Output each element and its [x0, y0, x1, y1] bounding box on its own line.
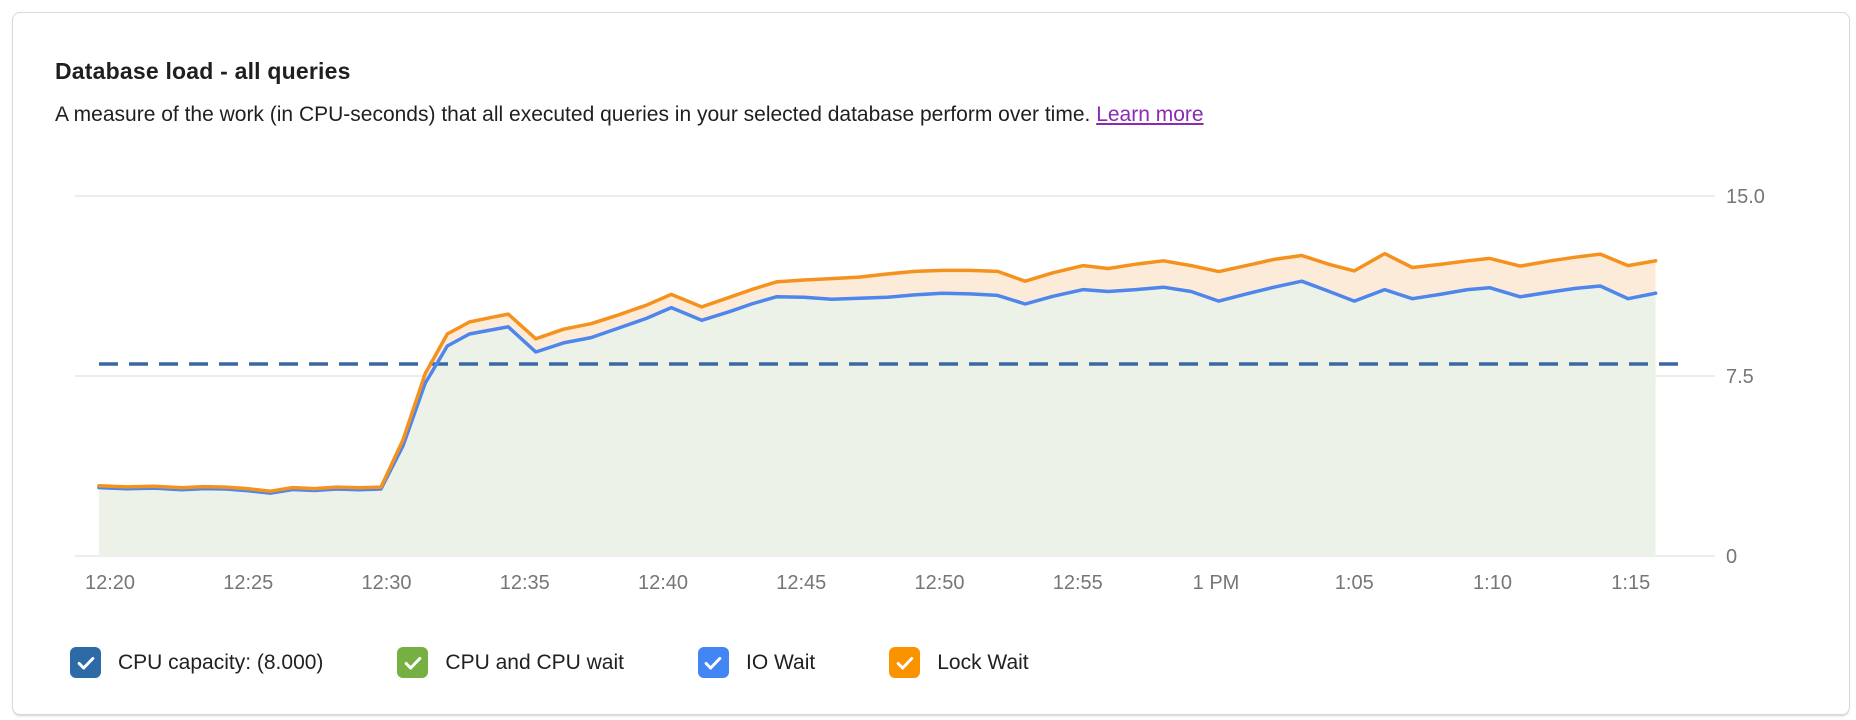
- svg-text:1 PM: 1 PM: [1193, 572, 1240, 594]
- svg-text:12:25: 12:25: [223, 572, 273, 594]
- database-load-chart[interactable]: 15.0 7.5 0 12:20 12:25 12:30 12:35 12:40 12:45 12…: [41, 151, 1841, 611]
- chart-description: A measure of the work (in CPU-seconds) t…: [55, 103, 1204, 127]
- legend-label: CPU and CPU wait: [445, 650, 624, 674]
- svg-text:12:30: 12:30: [361, 572, 411, 594]
- page-title: Database load - all queries: [55, 58, 351, 84]
- cpu-capacity-checkbox-icon[interactable]: [70, 647, 101, 678]
- svg-text:15.0: 15.0: [1726, 186, 1765, 208]
- svg-text:12:40: 12:40: [638, 572, 688, 594]
- svg-text:0: 0: [1726, 546, 1737, 568]
- legend-label: CPU capacity: (8.000): [118, 650, 324, 674]
- legend-item-cpu-and-cpu-wait[interactable]: CPU and CPU wait: [397, 647, 624, 678]
- legend-label: Lock Wait: [937, 650, 1029, 674]
- legend-label: IO Wait: [745, 650, 816, 674]
- svg-text:12:45: 12:45: [776, 572, 826, 594]
- database-load-card: Database load - all queries A measure of…: [12, 12, 1850, 715]
- chart-description-text: A measure of the work (in CPU-seconds) t…: [55, 103, 1091, 126]
- learn-more-link[interactable]: Learn more: [1096, 103, 1204, 126]
- legend-item-lock-wait[interactable]: Lock Wait: [889, 647, 1029, 678]
- svg-text:12:20: 12:20: [85, 572, 135, 594]
- svg-text:1:15: 1:15: [1611, 572, 1650, 594]
- svg-text:7.5: 7.5: [1726, 366, 1754, 388]
- cpu-wait-checkbox-icon[interactable]: [397, 647, 429, 678]
- legend-item-io-wait[interactable]: IO Wait: [697, 647, 816, 678]
- svg-text:12:55: 12:55: [1053, 572, 1103, 594]
- io-wait-checkbox-icon[interactable]: [697, 647, 729, 678]
- database-load-chart-svg[interactable]: 15.0 7.5 0 12:20 12:25 12:30 12:35 12:40 12:45 12…: [41, 151, 1853, 611]
- svg-text:1:10: 1:10: [1473, 572, 1512, 594]
- svg-text:12:35: 12:35: [500, 572, 550, 594]
- chart-legend: CPU capacity: (8.000) CPU and CPU wait I…: [70, 647, 1029, 678]
- legend-item-cpu-capacity[interactable]: CPU capacity: (8.000): [70, 647, 323, 678]
- lock-wait-checkbox-icon[interactable]: [889, 647, 921, 678]
- svg-text:12:50: 12:50: [914, 572, 964, 594]
- svg-text:1:05: 1:05: [1335, 572, 1374, 594]
